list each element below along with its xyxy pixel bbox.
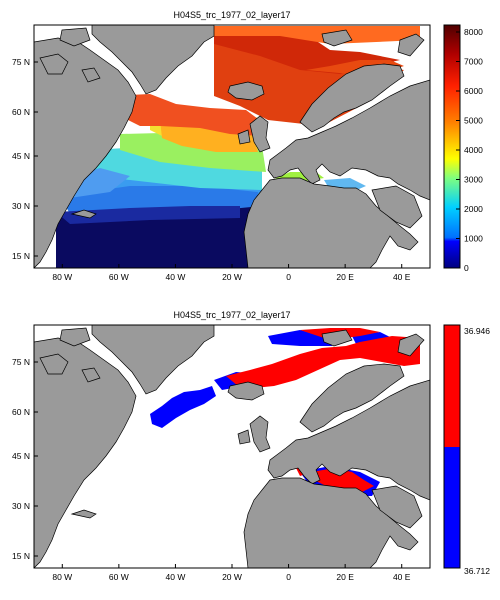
panel1-y-axis: 75 N 60 N 45 N 30 N 15 N	[12, 57, 38, 261]
x-tick-label: 20 E	[336, 572, 354, 582]
x-tick-label: 40 E	[393, 572, 411, 582]
y-tick-label: 45 N	[12, 451, 30, 461]
y-tick-label: 75 N	[12, 357, 30, 367]
x-tick-label: 0	[286, 272, 291, 282]
panel2-y-axis: 75 N 60 N 45 N 30 N 15 N	[12, 357, 38, 561]
x-tick-label: 80 W	[52, 572, 72, 582]
x-tick-label: 20 E	[336, 272, 354, 282]
panel2-title: H04S5_trc_1977_02_layer17	[173, 310, 290, 320]
x-tick-label: 60 W	[109, 272, 129, 282]
y-tick-label: 30 N	[12, 501, 30, 511]
panel1-colorbar-ticks: 8000 7000 6000 5000 4000 3000 2000 1000 0	[456, 27, 483, 273]
x-tick-label: 80 W	[52, 272, 72, 282]
colorbar-min-label: 36.712	[464, 566, 490, 576]
y-tick-label: 15 N	[12, 551, 30, 561]
colorbar-tick-label: 1000	[464, 234, 483, 244]
colorbar-tick-label: 4000	[464, 145, 483, 155]
x-tick-label: 40 E	[393, 272, 411, 282]
panel2-x-axis: 80 W 60 W 40 W 20 W 0 20 E 40 E	[52, 564, 411, 582]
x-tick-label: 20 W	[222, 272, 242, 282]
y-tick-label: 30 N	[12, 201, 30, 211]
colorbar-tick-label: 3000	[464, 175, 483, 185]
y-tick-label: 60 N	[12, 107, 30, 117]
panel1-colorbar	[443, 24, 461, 269]
x-tick-label: 40 W	[166, 572, 186, 582]
x-tick-label: 60 W	[109, 572, 129, 582]
panel1-x-axis: 80 W 60 W 40 W 20 W 0 20 E 40 E	[52, 264, 411, 282]
y-tick-label: 60 N	[12, 407, 30, 417]
colorbar-tick-label: 5000	[464, 116, 483, 126]
panel2-field	[150, 328, 420, 496]
colorbar-tick-label: 8000	[464, 27, 483, 37]
colorbar-tick-label: 7000	[464, 57, 483, 67]
y-tick-label: 75 N	[12, 57, 30, 67]
x-tick-label: 40 W	[166, 272, 186, 282]
panel2-colorbar-frame	[443, 324, 461, 569]
y-tick-label: 15 N	[12, 251, 30, 261]
x-tick-label: 0	[286, 572, 291, 582]
panel2-colorbar-ticks: 36.946 36.712	[464, 326, 490, 576]
panel2-colorbar-low	[444, 447, 460, 568]
panel1-title: H04S5_trc_1977_02_layer17	[173, 10, 290, 20]
colorbar-tick-label: 0	[464, 263, 469, 273]
colorbar-tick-label: 2000	[464, 204, 483, 214]
colorbar-tick-label: 6000	[464, 86, 483, 96]
colorbar-max-label: 36.946	[464, 326, 490, 336]
y-tick-label: 45 N	[12, 151, 30, 161]
panel2-colorbar-high	[444, 325, 460, 447]
x-tick-label: 20 W	[222, 572, 242, 582]
